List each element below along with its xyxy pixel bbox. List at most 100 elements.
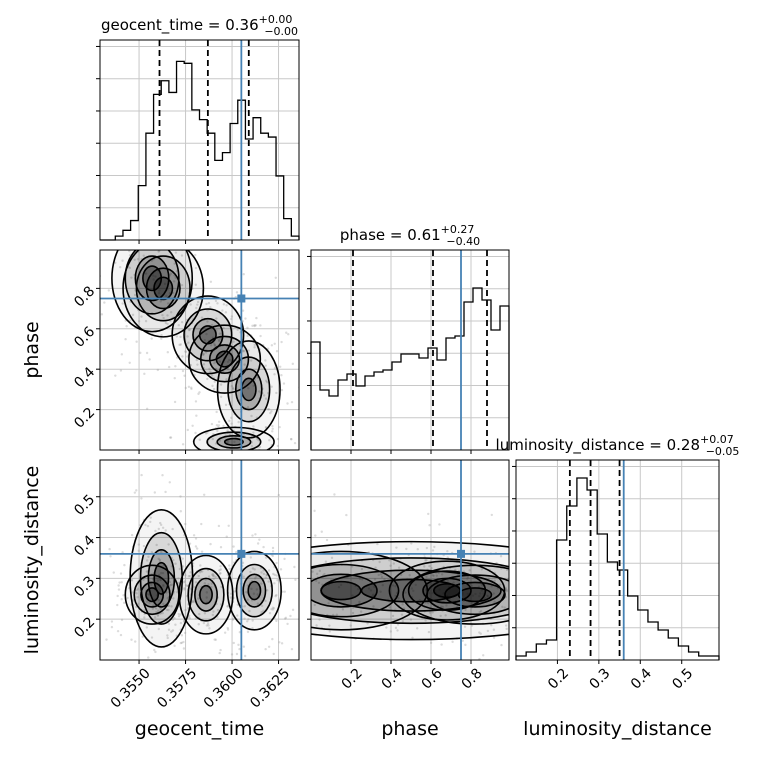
sample-point <box>118 581 121 584</box>
sample-point <box>209 280 213 283</box>
sample-point <box>486 595 489 598</box>
sample-point <box>318 569 322 573</box>
sample-point <box>216 608 220 612</box>
sample-point <box>226 429 229 432</box>
sample-point <box>256 542 260 545</box>
sample-point <box>466 577 469 580</box>
sample-point <box>221 309 224 312</box>
sample-point <box>451 640 454 644</box>
sample-point <box>272 652 275 656</box>
sample-point <box>200 550 204 553</box>
sample-point <box>276 579 279 582</box>
sample-point <box>219 545 223 549</box>
histogram-panel-geocent_time: geocent_time = 0.36+0.00 −0.00 <box>96 13 300 241</box>
sample-point <box>264 425 268 429</box>
sample-point <box>253 343 256 347</box>
sample-point <box>164 529 167 532</box>
sample-point <box>222 303 226 306</box>
sample-point <box>238 451 240 453</box>
sample-point <box>194 537 198 540</box>
sample-point <box>156 614 160 617</box>
sample-point <box>171 629 175 632</box>
sample-point <box>212 666 214 668</box>
sample-point <box>235 551 238 554</box>
panel-frame <box>99 459 300 661</box>
histogram-title-luminosity_distance: luminosity_distance = 0.28+0.07 −0.05 <box>496 433 740 458</box>
sample-point <box>130 276 133 279</box>
density-contour <box>432 583 461 599</box>
sample-point <box>325 538 329 542</box>
sample-point <box>159 523 163 527</box>
sample-point <box>219 564 222 568</box>
density-contour <box>199 584 213 605</box>
sample-point <box>388 606 391 609</box>
sample-point <box>179 613 182 616</box>
sample-point <box>184 608 187 612</box>
sample-point <box>180 320 184 324</box>
sample-point <box>265 381 269 384</box>
sample-point <box>433 545 436 549</box>
sample-point <box>498 583 502 586</box>
sample-point <box>430 567 433 570</box>
sample-point <box>440 643 443 646</box>
sample-point <box>145 407 149 410</box>
density-contour <box>198 325 217 345</box>
sample-point <box>183 374 186 377</box>
sample-point <box>271 608 275 611</box>
sample-point <box>313 509 316 513</box>
sample-point <box>218 360 221 363</box>
sample-point <box>478 610 481 614</box>
density-contour <box>200 335 250 383</box>
sample-point <box>743 582 745 584</box>
sample-point <box>337 585 341 589</box>
sample-point <box>169 436 173 439</box>
sample-point <box>209 305 212 309</box>
sample-point <box>251 626 254 630</box>
sample-point <box>479 632 482 635</box>
sample-point <box>270 607 273 611</box>
sample-point <box>511 620 513 622</box>
sample-point <box>232 340 235 343</box>
sample-point <box>235 291 239 294</box>
sample-point <box>725 564 727 566</box>
sample-point <box>205 624 209 627</box>
sample-point <box>278 641 281 644</box>
sample-point <box>140 497 143 500</box>
sample-point <box>219 337 222 340</box>
panel-background <box>100 250 299 450</box>
sample-point <box>161 473 164 477</box>
sample-point <box>471 594 475 597</box>
sample-point <box>184 522 187 526</box>
sample-point <box>137 602 140 605</box>
sample-point <box>186 428 189 432</box>
sample-point <box>147 555 150 558</box>
sample-point <box>282 382 286 385</box>
sample-point <box>232 545 235 548</box>
sample-point <box>280 642 284 645</box>
sample-point <box>262 609 265 613</box>
sample-point <box>372 605 375 608</box>
sample-point <box>245 590 248 594</box>
scatter-panel-luminosity_distance-vs-geocent_time <box>99 459 300 668</box>
sample-point <box>166 314 169 317</box>
sample-point <box>96 236 98 238</box>
sample-point <box>276 437 280 441</box>
sample-point <box>245 451 247 453</box>
sample-point <box>265 573 268 577</box>
sample-point <box>150 337 153 340</box>
sample-point <box>427 601 430 605</box>
sample-point <box>204 351 208 354</box>
sample-point <box>330 556 334 560</box>
sample-point <box>262 572 266 576</box>
sample-point <box>161 313 164 317</box>
sample-point <box>249 359 253 362</box>
sample-point <box>212 574 215 578</box>
sample-point <box>227 524 230 527</box>
sample-point <box>173 644 176 648</box>
sample-point <box>165 294 168 298</box>
sample-point <box>121 259 124 262</box>
sample-point <box>505 588 508 592</box>
sample-point <box>283 617 287 620</box>
sample-point <box>200 316 204 319</box>
panel-frame <box>515 459 720 661</box>
